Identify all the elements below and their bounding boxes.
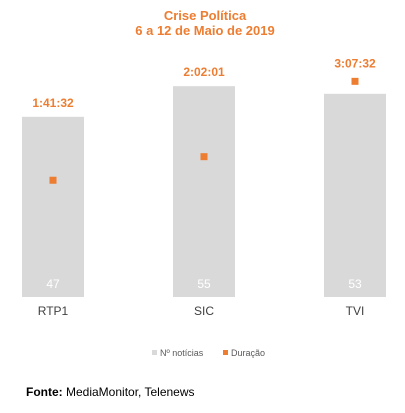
chart-subtitle: 6 a 12 de Maio de 2019 [135, 23, 274, 38]
bar-rtp1 [22, 116, 84, 297]
legend-label-news: Nº notícias [160, 348, 204, 358]
bar-value-label: 47 [46, 277, 60, 291]
duration-label: 1:41:32 [32, 96, 74, 110]
duration-marker-tvi [351, 77, 359, 85]
duration-marker-rtp1 [49, 176, 57, 184]
bar-value-label: 53 [348, 277, 362, 291]
legend-swatch-news [152, 350, 157, 355]
source-text: MediaMonitor, Telenews [66, 385, 195, 399]
chart-title: Crise Política [164, 8, 247, 23]
bar-value-label: 55 [197, 277, 211, 291]
chart: Crise Política 6 a 12 de Maio de 2019 47… [22, 8, 386, 358]
duration-label: 2:02:01 [183, 65, 225, 79]
duration-label: 3:07:32 [334, 56, 376, 70]
category-labels-group: RTP1 SIC TVI [38, 304, 365, 318]
source-label: Fonte: [26, 385, 63, 399]
bar-tvi [324, 93, 386, 297]
duration-markers-group: 1:41:32 2:02:01 3:07:32 [32, 56, 376, 184]
legend-swatch-duration [223, 350, 228, 355]
source-note: Fonte: MediaMonitor, Telenews [26, 385, 195, 399]
duration-marker-sic [200, 153, 208, 161]
category-label: TVI [346, 304, 365, 318]
bars-group: 47 55 53 [22, 86, 386, 298]
legend: Nº notícias Duração [152, 348, 265, 358]
category-label: SIC [194, 304, 214, 318]
legend-label-duration: Duração [231, 348, 265, 358]
bar-sic [173, 86, 235, 298]
category-label: RTP1 [38, 304, 69, 318]
